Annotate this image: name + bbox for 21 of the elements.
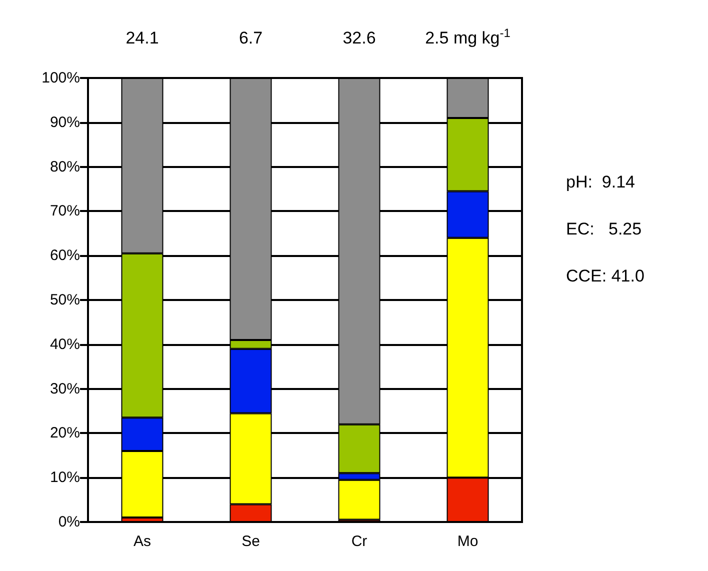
y-tick-label: 50%	[50, 292, 80, 308]
x-tick-label: Se	[242, 533, 260, 550]
y-tick-label: 10%	[50, 469, 80, 486]
y-tick-label: 90%	[50, 114, 80, 131]
y-tick-label: 80%	[50, 158, 80, 176]
text: 24.1	[126, 28, 159, 48]
x-tick-label: Cr	[351, 533, 368, 550]
y-tick-label: 100%	[42, 70, 80, 86]
text: EC: 5.25	[566, 220, 642, 238]
y-tick-label: 0%	[58, 514, 80, 530]
text: pH: 9.14	[566, 172, 635, 192]
text: 32.6	[342, 28, 376, 48]
text: CCE: 41.0	[566, 266, 644, 286]
y-tick-label: 40%	[50, 336, 80, 353]
y-tick-label: 20%	[50, 424, 80, 442]
y-tick-label: 60%	[50, 247, 80, 264]
x-tick-label: Mo	[457, 533, 478, 550]
y-tick-label: 70%	[50, 202, 80, 220]
text: 6.7	[238, 28, 263, 48]
x-tick-label: As	[133, 533, 152, 550]
y-tick-label: 30%	[50, 380, 80, 398]
